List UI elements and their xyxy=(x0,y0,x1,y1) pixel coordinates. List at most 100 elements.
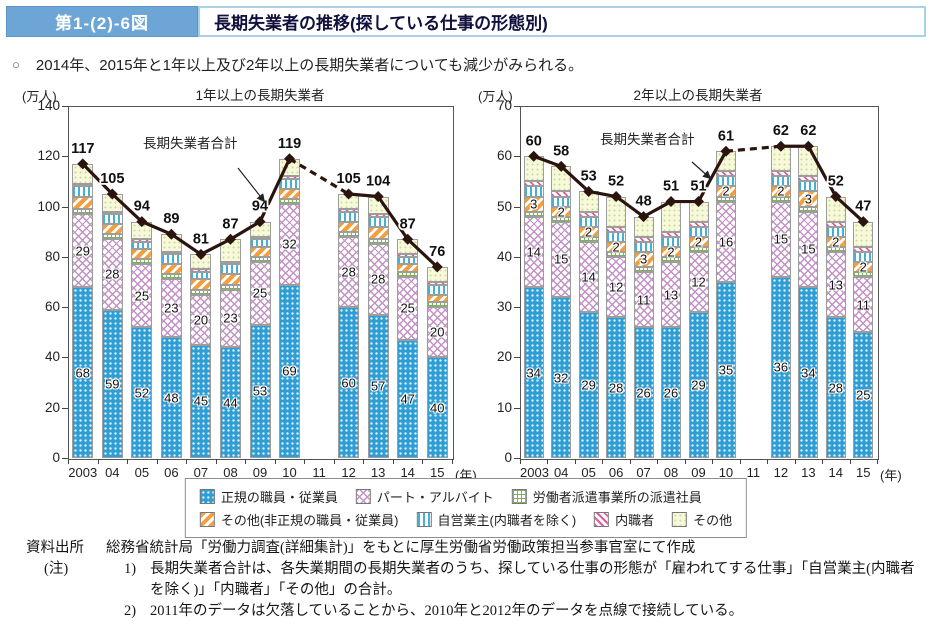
bar-segment-seiki xyxy=(160,337,182,458)
bar-value-label: 69 xyxy=(282,363,297,379)
bar-segment-seiki xyxy=(101,309,123,458)
bar-segment-naishoku xyxy=(578,211,599,217)
bar-segment-sonota xyxy=(249,221,271,237)
bar-segment-jiei xyxy=(101,214,123,225)
bar-value-label: 2 xyxy=(585,224,593,240)
bar-segment-naishoku xyxy=(160,251,182,255)
bar-value-label: 2 xyxy=(777,183,785,199)
bar-segment-seiki xyxy=(219,347,241,458)
x-axis-category-label: 10 xyxy=(282,465,297,480)
bar-value-label: 3 xyxy=(804,191,812,207)
x-axis-tick xyxy=(684,459,686,464)
bar-segment-part xyxy=(688,251,709,313)
bar-segment-jiei xyxy=(426,284,448,295)
bar-segment-naishoku xyxy=(633,236,654,242)
bar-segment-part xyxy=(131,264,153,328)
bar-segment-sonota xyxy=(853,221,874,247)
bar-segment-sonota xyxy=(633,216,654,237)
bar-value-label: 2 xyxy=(694,234,703,250)
notes-list: 1) 長期失業者合計は、各失業期間の長期失業者のうち、探している仕事の形態が「雇… xyxy=(124,559,916,622)
bar-segment-part xyxy=(190,294,212,345)
legend-label: その他 xyxy=(693,513,733,528)
bar-value-label: 11 xyxy=(636,292,651,308)
bar-segment-naishoku xyxy=(219,261,241,265)
bar-segment-sonota xyxy=(426,266,448,282)
bar-segment-jiei xyxy=(219,264,241,275)
x-axis-category-label: 08 xyxy=(663,465,679,480)
y-axis-tick-label: 10 xyxy=(496,399,512,415)
bar-value-label: 45 xyxy=(193,393,209,409)
y-axis-tick xyxy=(514,458,520,459)
x-axis-tick xyxy=(97,459,99,464)
bar-segment-sonota xyxy=(578,191,599,212)
bar-value-label: 28 xyxy=(828,380,844,396)
bar-segment-part xyxy=(661,261,682,328)
bar-segment-naishoku xyxy=(190,269,212,272)
bar-segment-hiseiki xyxy=(688,236,709,247)
naishoku-pattern-swatch-icon xyxy=(594,512,610,527)
bar-segment-haken xyxy=(249,256,271,262)
note-label: (注) xyxy=(44,561,69,578)
x-axis-category-label: 12 xyxy=(341,465,356,480)
bar-value-label: 34 xyxy=(526,365,541,380)
bar-segment-hiseiki xyxy=(606,241,627,252)
x-axis-category-label: 04 xyxy=(105,465,120,480)
bar-segment-naishoku xyxy=(825,221,846,227)
x-axis-tick xyxy=(422,459,424,464)
y-axis-tick xyxy=(62,357,68,359)
bar-segment-jiei xyxy=(279,178,301,189)
x-axis-tick xyxy=(304,459,306,464)
notes-row: (注) 1) 長期失業者合計は、各失業期間の長期失業者のうち、探している仕事の形… xyxy=(24,559,916,622)
bar-segment-jiei xyxy=(825,226,846,237)
bar-segment-seiki xyxy=(131,327,153,458)
bar-value-label: 36 xyxy=(773,359,789,375)
x-axis-tick xyxy=(274,459,276,464)
x-axis-tick xyxy=(602,459,604,464)
bar-value-label: 23 xyxy=(164,300,179,316)
x-axis-category-label: 12 xyxy=(773,465,789,480)
bar-segment-seiki xyxy=(606,317,627,458)
x-axis-category-label: 2003 xyxy=(520,465,549,480)
bar-value-label: 68 xyxy=(75,365,90,380)
x-axis-tick xyxy=(877,459,878,464)
x-axis-tick xyxy=(849,459,851,464)
x-axis-category-label: 11 xyxy=(746,465,761,480)
legend-label: 内職者 xyxy=(615,513,655,528)
y-axis-tick xyxy=(62,458,68,459)
bar-value-label: 57 xyxy=(370,378,386,394)
bar-segment-sonota xyxy=(101,194,123,212)
chart-title: 1年以上の長期失業者 xyxy=(195,88,325,103)
y-axis-tick-label: 100 xyxy=(37,198,60,214)
y-axis-tick xyxy=(514,357,520,359)
y-axis-tick-label: 120 xyxy=(37,148,60,164)
legend-item-seiki: 正規の職員・従業員 xyxy=(199,487,338,506)
y-axis-tick-label: 80 xyxy=(44,248,60,264)
bar-segment-seiki xyxy=(249,324,271,458)
bar-segment-hiseiki xyxy=(279,188,301,200)
bar-segment-seiki xyxy=(72,287,94,458)
bar-segment-haken xyxy=(397,271,419,277)
bar-segment-seiki xyxy=(770,276,791,458)
source-text: 総務省統計局「労働力調査(詳細集計)」をもとに厚生労働省労働政策担当参事官室にて… xyxy=(106,540,696,556)
bar-value-label: 15 xyxy=(801,241,816,257)
bar-segment-seiki xyxy=(523,287,544,458)
bar-segment-jiei xyxy=(190,271,212,280)
bar-value-label: 34 xyxy=(801,365,816,380)
bar-segment-naishoku xyxy=(798,176,819,182)
bar-value-label: 60 xyxy=(341,375,356,391)
bullet-circle-icon: ○ xyxy=(12,57,20,72)
bar-value-label: 28 xyxy=(608,380,624,396)
x-axis-category-label: 04 xyxy=(553,465,569,480)
y-axis-tick-label: 50 xyxy=(496,198,512,214)
bar-value-label: 14 xyxy=(526,244,541,260)
bar-segment-seiki xyxy=(338,307,360,458)
source-label: 資料出所 xyxy=(26,540,84,556)
bar-value-label: 26 xyxy=(636,385,651,401)
bar-segment-sonota xyxy=(131,221,153,240)
bar-segment-hiseiki xyxy=(219,274,241,285)
note-text: 2011年のデータは欠落していることから、2010年と2012年のデータを点線で… xyxy=(150,603,744,620)
bar-value-label: 15 xyxy=(553,251,569,267)
axis-unit-label: (万人) xyxy=(22,89,57,104)
legend-item-sonota: その他 xyxy=(672,510,732,529)
figure-number-label: 第1-(2)-6図 xyxy=(6,6,198,37)
